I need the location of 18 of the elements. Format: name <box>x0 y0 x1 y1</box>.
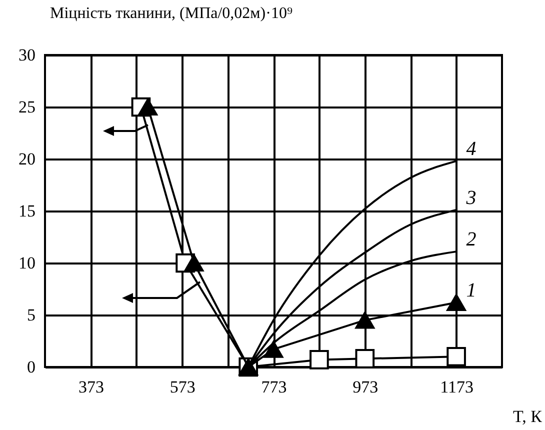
y-tick-label: 20 <box>18 150 36 168</box>
y-tick-label: 25 <box>18 98 36 116</box>
x-axis-title: T, К <box>513 407 543 426</box>
y-tick-label: 0 <box>27 358 36 376</box>
series-label: 3 <box>465 186 476 209</box>
series-label: 2 <box>466 228 476 251</box>
y-tick-label: 30 <box>18 46 36 64</box>
x-tick-label: 773 <box>261 378 287 396</box>
x-tick-label: 1173 <box>440 378 474 396</box>
series-label: 1 <box>466 280 476 302</box>
y-tick-label: 5 <box>27 306 36 324</box>
x-tick-label: 573 <box>170 378 196 396</box>
y-axis-title: Міцність тканини, (МПа/0,02м)·10⁹ <box>50 5 293 22</box>
series-label: 4 <box>466 138 476 160</box>
y-tick-label: 10 <box>18 254 36 272</box>
x-tick-label: 373 <box>78 378 104 396</box>
x-tick-label: 973 <box>352 378 378 396</box>
y-tick-label: 15 <box>18 202 36 220</box>
